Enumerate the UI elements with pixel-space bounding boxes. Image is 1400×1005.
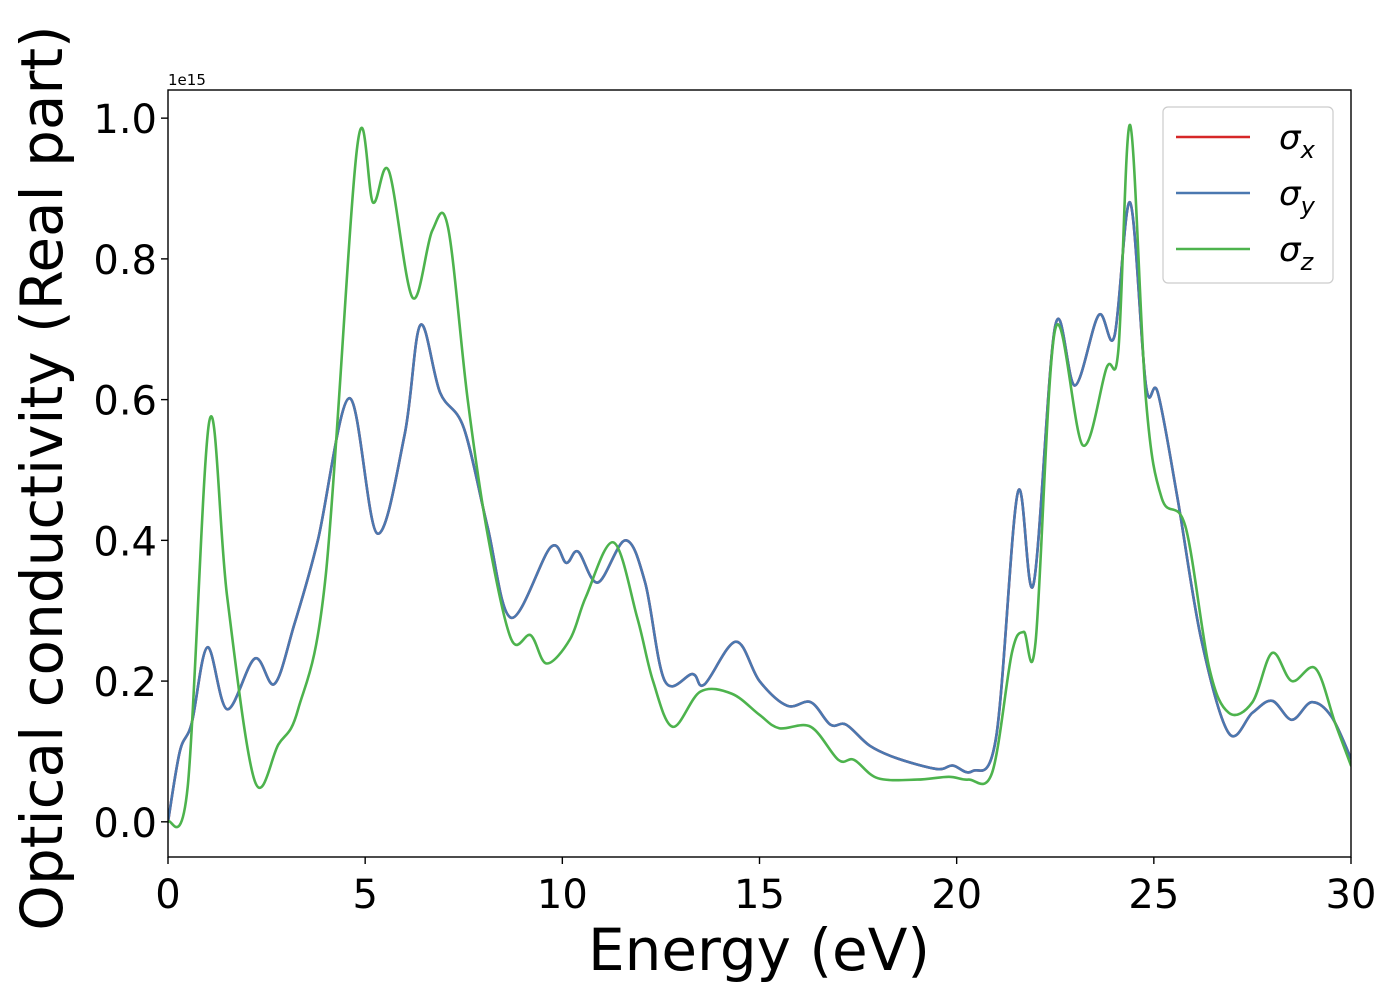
- series-line-z: [168, 123, 1351, 829]
- y-axis-label: Optical conductivity (Real part): [8, 25, 76, 930]
- y-offset-text: 1e15: [168, 71, 206, 89]
- legend-label-z: σz: [1279, 230, 1315, 276]
- x-tick-label: 10: [537, 872, 588, 918]
- x-tick-label: 25: [1128, 872, 1179, 918]
- x-tick-label: 15: [734, 872, 785, 918]
- x-tick-label: 20: [931, 872, 982, 918]
- y-tick-label: 0.2: [93, 660, 157, 706]
- y-tick-label: 1.0: [93, 97, 157, 143]
- y-tick-label: 0.4: [93, 519, 157, 565]
- legend-label-y: σy: [1279, 174, 1316, 220]
- x-tick-label: 0: [155, 872, 180, 918]
- legend: σx σy σz: [1162, 106, 1334, 284]
- x-axis-label: Energy (eV): [588, 916, 930, 984]
- legend-frame: [1162, 106, 1334, 284]
- legend-label-x: σx: [1279, 118, 1316, 164]
- y-axis: 0.0 0.2 0.4 0.6 0.8 1.0: [93, 97, 168, 847]
- x-tick-label: 30: [1326, 872, 1377, 918]
- y-tick-label: 0.0: [93, 801, 157, 847]
- x-tick-label: 5: [352, 872, 377, 918]
- series-line-y: [168, 201, 1351, 824]
- y-tick-label: 0.6: [93, 379, 157, 425]
- y-tick-label: 0.8: [93, 238, 157, 284]
- series-layer: [168, 123, 1351, 829]
- x-axis: 0 5 10 15 20 25 30: [155, 857, 1376, 918]
